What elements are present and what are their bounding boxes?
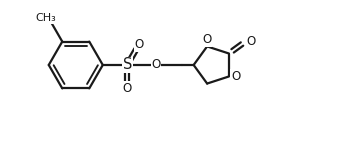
- Text: O: O: [203, 33, 212, 46]
- Text: O: O: [134, 38, 144, 51]
- Text: S: S: [122, 57, 132, 72]
- Text: O: O: [231, 70, 240, 83]
- Text: CH₃: CH₃: [35, 13, 56, 23]
- Text: O: O: [151, 59, 161, 72]
- Text: O: O: [246, 35, 255, 48]
- Text: O: O: [122, 82, 132, 95]
